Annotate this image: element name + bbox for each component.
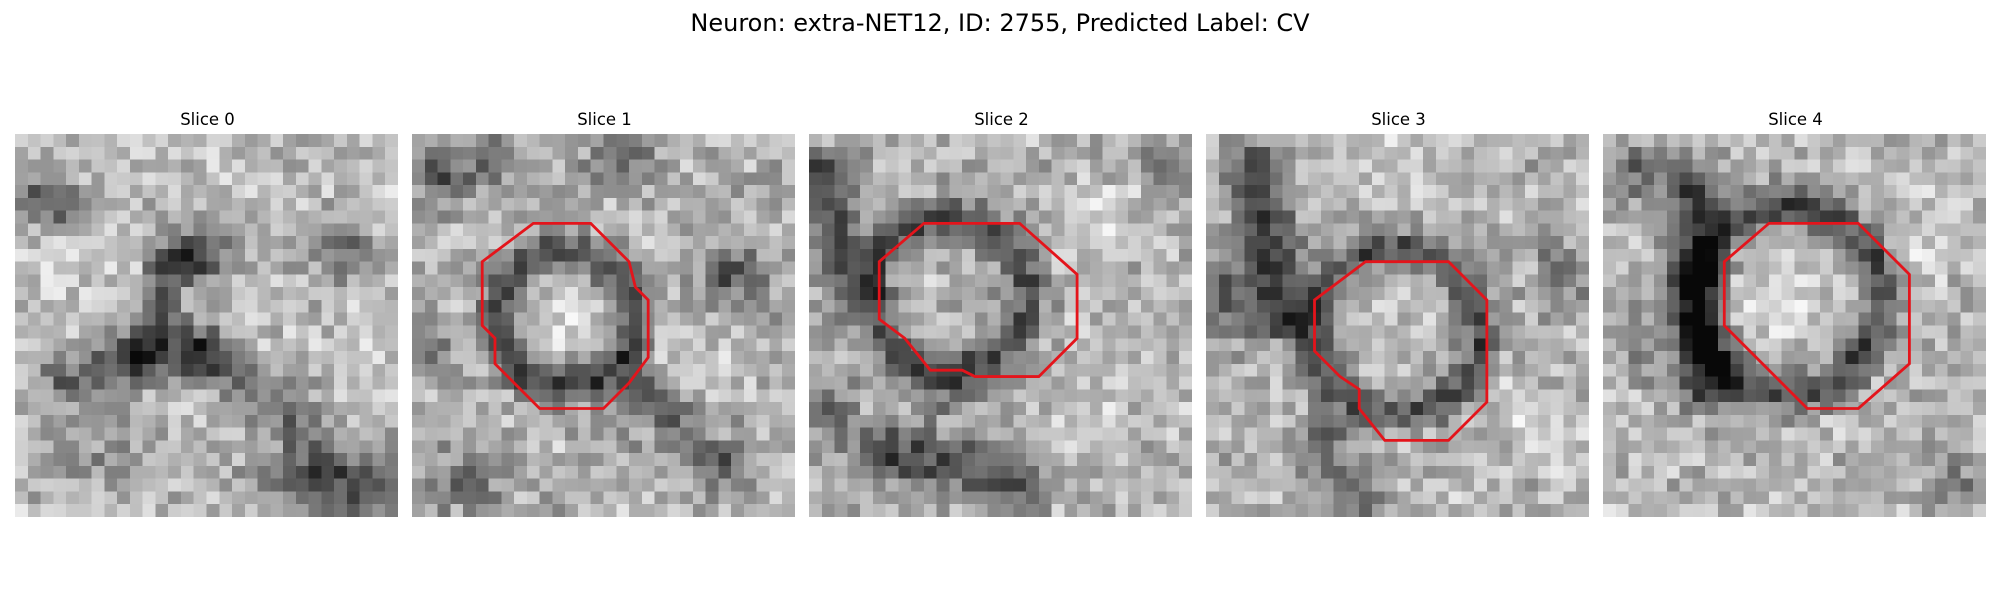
slice-image-2 — [809, 134, 1192, 517]
slice-image-1 — [412, 134, 795, 517]
slice-image-3 — [1206, 134, 1589, 517]
slice-title-4: Slice 4 — [1768, 110, 1823, 129]
roi-contour — [877, 221, 1079, 378]
slice-panel-0: Slice 0 — [15, 107, 400, 517]
slice-title-0: Slice 0 — [180, 110, 235, 129]
slice-title-1: Slice 1 — [577, 110, 632, 129]
slice-panel-3: Slice 3 — [1206, 107, 1591, 517]
roi-contour — [480, 221, 650, 410]
slice-panel-2: Slice 2 — [809, 107, 1194, 517]
slice-title-2: Slice 2 — [974, 110, 1029, 129]
slice-image-4 — [1603, 134, 1986, 517]
slice-image-0 — [15, 134, 398, 517]
slice-panel-4: Slice 4 — [1603, 107, 1988, 517]
roi-contour — [1722, 221, 1911, 410]
slice-panel-1: Slice 1 — [412, 107, 797, 517]
figure-title: Neuron: extra-NET12, ID: 2755, Predicted… — [690, 9, 1310, 37]
slice-title-3: Slice 3 — [1371, 110, 1426, 129]
roi-contour — [1313, 260, 1489, 442]
